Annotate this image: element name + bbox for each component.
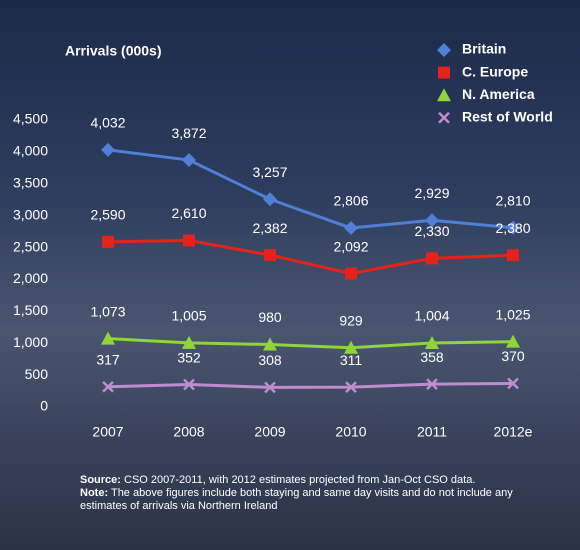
data-label: 2,590 xyxy=(90,207,125,223)
data-label: 370 xyxy=(501,348,525,364)
data-label: 3,872 xyxy=(171,125,206,141)
data-point xyxy=(101,142,115,157)
data-point xyxy=(182,153,196,168)
y-tick-label: 500 xyxy=(25,366,49,382)
data-point xyxy=(425,335,439,349)
series-line xyxy=(107,148,514,230)
note-line: Note: The above figures include both sta… xyxy=(80,487,560,513)
data-label: 2,330 xyxy=(414,223,449,239)
y-tick-label: 2,000 xyxy=(13,270,48,286)
data-point xyxy=(263,337,277,351)
x-tick-label: 2007 xyxy=(92,424,123,440)
data-label: 308 xyxy=(258,352,282,368)
x-tick-label: 2010 xyxy=(335,424,366,440)
legend-marker xyxy=(437,43,451,57)
x-tick-label: 2011 xyxy=(417,424,447,440)
data-point xyxy=(264,381,276,394)
data-point xyxy=(345,267,357,280)
legend-marker xyxy=(438,66,450,79)
legend-label: C. Europe xyxy=(462,63,528,79)
data-label: 2,810 xyxy=(495,192,530,208)
y-tick-label: 1,000 xyxy=(13,334,48,350)
y-tick-label: 3,000 xyxy=(13,206,48,222)
y-tick-label: 2,500 xyxy=(13,238,48,254)
data-label: 1,073 xyxy=(90,303,125,319)
legend-label: Britain xyxy=(462,41,506,57)
source-text: CSO 2007-2011, with 2012 estimates proje… xyxy=(124,474,476,486)
data-label: 317 xyxy=(96,351,120,367)
y-tick-label: 4,000 xyxy=(13,143,48,159)
data-point xyxy=(182,335,196,349)
data-label: 929 xyxy=(339,312,363,328)
y-tick-label: 3,500 xyxy=(13,174,48,190)
series-line xyxy=(107,239,514,276)
data-label: 2,382 xyxy=(252,220,287,236)
chart-title: Arrivals (000s) xyxy=(65,43,162,59)
data-point xyxy=(506,334,520,348)
source-line: Source: CSO 2007-2011, with 2012 estimat… xyxy=(80,474,560,487)
data-label: 2,929 xyxy=(414,185,449,201)
legend-label: N. America xyxy=(462,86,535,102)
data-label: 311 xyxy=(340,352,363,368)
data-point xyxy=(507,377,519,390)
y-tick-label: 0 xyxy=(40,398,48,414)
data-point xyxy=(507,249,519,262)
data-point xyxy=(506,220,520,235)
series-line xyxy=(107,337,514,350)
data-label: 1,025 xyxy=(495,306,530,322)
series-line xyxy=(107,381,514,389)
data-label: 1,005 xyxy=(171,308,206,324)
y-tick-label: 1,500 xyxy=(13,302,48,318)
y-tick-label: 4,500 xyxy=(13,111,48,127)
source-label: Source: xyxy=(80,474,121,486)
x-tick-label: 2008 xyxy=(173,424,204,440)
data-point xyxy=(102,235,114,248)
footnote: Source: CSO 2007-2011, with 2012 estimat… xyxy=(80,474,560,513)
data-label: 358 xyxy=(420,349,444,365)
data-label: 980 xyxy=(258,309,282,325)
note-label: Note: xyxy=(80,487,109,499)
x-tick-label: 2009 xyxy=(254,424,285,440)
legend-marker xyxy=(437,88,451,102)
legend-label: Rest of World xyxy=(462,109,553,125)
data-point xyxy=(102,380,114,393)
data-label: 352 xyxy=(177,349,201,365)
data-point xyxy=(425,213,439,228)
legend-marker xyxy=(438,111,450,124)
data-point xyxy=(344,221,358,236)
data-label: 2,380 xyxy=(495,220,530,236)
data-point xyxy=(183,234,195,247)
data-label: 2,092 xyxy=(333,238,368,254)
data-point xyxy=(263,192,277,207)
data-point xyxy=(183,378,195,391)
data-label: 2,806 xyxy=(333,193,368,209)
data-label: 3,257 xyxy=(252,164,287,180)
data-point xyxy=(344,340,358,354)
data-point xyxy=(426,252,438,265)
data-label: 1,004 xyxy=(414,308,449,324)
x-tick-label: 2012e xyxy=(494,424,533,440)
data-point xyxy=(101,331,115,345)
data-point xyxy=(264,249,276,262)
data-point xyxy=(345,381,357,394)
data-label: 4,032 xyxy=(90,115,125,131)
note-text: The above figures include both staying a… xyxy=(80,487,513,512)
data-label: 2,610 xyxy=(171,205,206,221)
data-point xyxy=(426,378,438,391)
